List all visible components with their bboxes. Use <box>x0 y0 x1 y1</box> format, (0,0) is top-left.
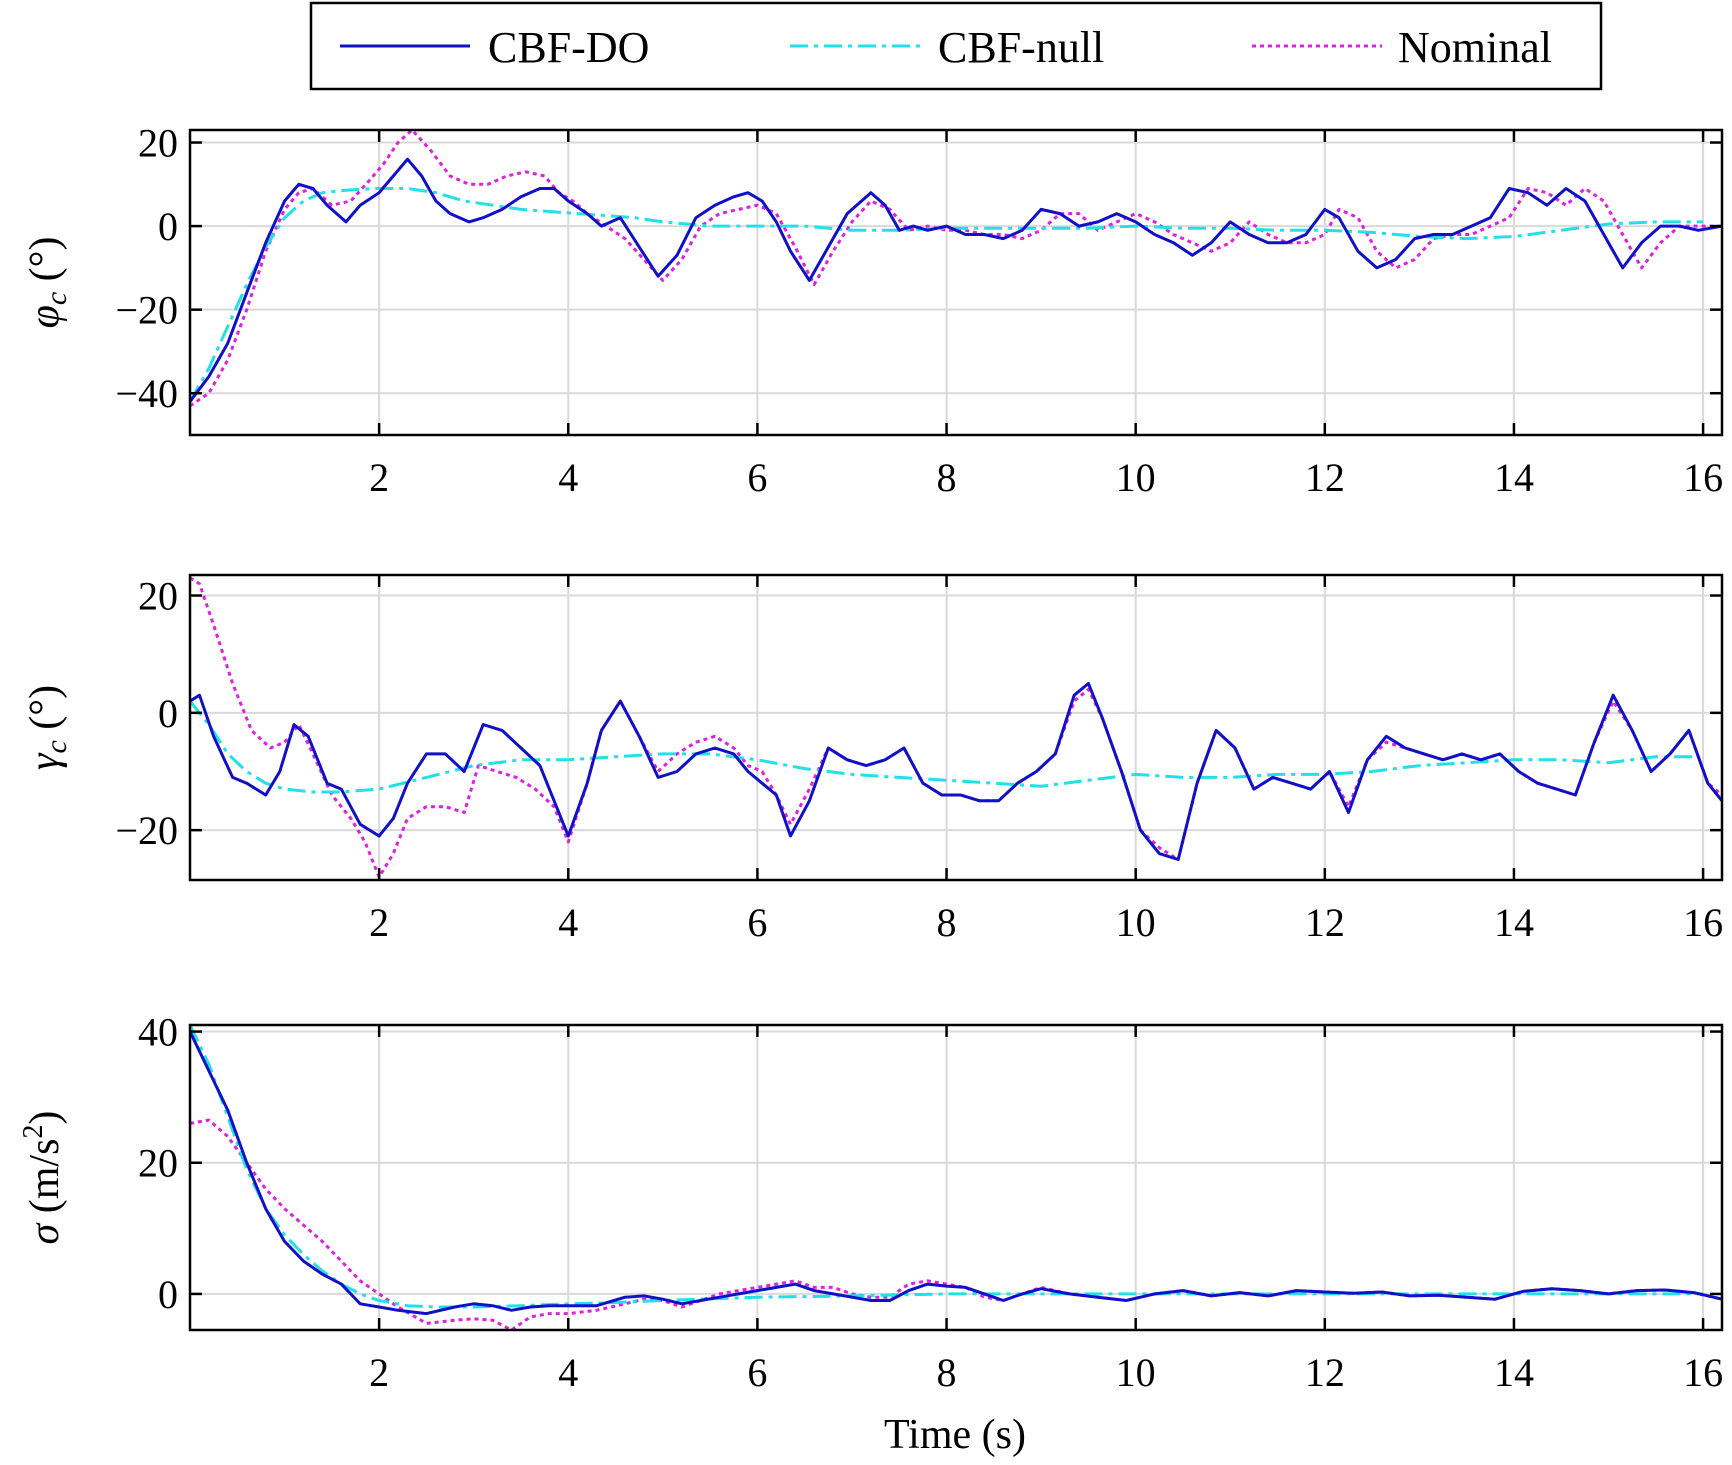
x-tick-label: 12 <box>1305 1350 1345 1395</box>
ticks: 2 4 6 8 10 12 14 16 −40 −20 0 20 <box>115 121 1723 500</box>
x-tick-label: 14 <box>1494 455 1534 500</box>
series-line-cbf-do <box>190 682 1722 861</box>
x-tick-label: 16 <box>1683 455 1723 500</box>
x-tick-label: 6 <box>747 900 767 945</box>
x-tick-label: 16 <box>1683 1350 1723 1395</box>
x-tick-label: 6 <box>747 455 767 500</box>
series-line-cbf-do <box>190 1030 1722 1316</box>
series-group <box>190 130 1722 408</box>
y-tick-label: 40 <box>138 1010 178 1055</box>
x-tick-label: 10 <box>1116 455 1156 500</box>
y-tick-label: −20 <box>115 808 178 853</box>
legend-entry-cbf-do: CBF-DO <box>340 23 649 72</box>
series-line-nominal <box>190 130 1722 408</box>
series-line-nominal <box>190 576 1722 879</box>
ticks: 2 4 6 8 10 12 14 16 0 20 40 <box>138 1010 1723 1395</box>
x-tick-label: 12 <box>1305 900 1345 945</box>
panel-3: 2 4 6 8 10 12 14 16 0 20 40 σ (m/s2) <box>18 1010 1724 1395</box>
x-tick-label: 16 <box>1683 900 1723 945</box>
series-line-cbf-null <box>190 187 1704 403</box>
series-line-cbf-do <box>190 157 1722 403</box>
legend-entry-nominal: Nominal <box>1252 23 1552 72</box>
x-tick-label: 4 <box>558 900 578 945</box>
x-tick-label: 6 <box>747 1350 767 1395</box>
legend-label-cbf-do: CBF-DO <box>488 23 649 72</box>
legend-label-cbf-null: CBF-null <box>938 23 1104 72</box>
panel-1: 2 4 6 8 10 12 14 16 −40 −20 0 20 φc (°) <box>22 121 1724 500</box>
legend-entry-cbf-null: CBF-null <box>790 23 1104 72</box>
x-tick-label: 4 <box>558 455 578 500</box>
x-tick-label: 12 <box>1305 455 1345 500</box>
grid <box>190 130 1722 435</box>
grid <box>190 575 1722 880</box>
ticks: 2 4 6 8 10 12 14 16 −20 0 20 <box>115 574 1723 945</box>
y-tick-label: 0 <box>158 204 178 249</box>
x-tick-label: 2 <box>369 455 389 500</box>
grid <box>190 1025 1722 1330</box>
x-tick-label: 10 <box>1116 1350 1156 1395</box>
x-tick-label: 8 <box>937 455 957 500</box>
x-tick-label: 4 <box>558 1350 578 1395</box>
x-axis-title: Time (s) <box>884 1412 1026 1458</box>
x-tick-label: 2 <box>369 1350 389 1395</box>
y-axis-title: σ (m/s2) <box>18 1111 68 1245</box>
y-tick-label: 0 <box>158 691 178 736</box>
plot-frame <box>188 1023 1724 1332</box>
y-tick-label: 20 <box>138 121 178 166</box>
plot-frame <box>188 128 1724 437</box>
y-axis-title: φc (°) <box>22 237 73 329</box>
legend-frame <box>309 1 1603 91</box>
y-tick-label: 0 <box>158 1272 178 1317</box>
x-tick-label: 2 <box>369 900 389 945</box>
x-tick-label: 14 <box>1494 1350 1534 1395</box>
plot-frame <box>188 573 1724 882</box>
x-tick-label: 14 <box>1494 900 1534 945</box>
panel-2: 2 4 6 8 10 12 14 16 −20 0 20 γc (°) <box>22 573 1724 945</box>
x-tick-label: 8 <box>937 1350 957 1395</box>
y-axis-title: γc (°) <box>22 685 73 770</box>
legend: CBF-DO CBF-null Nominal <box>309 1 1603 91</box>
series-group <box>190 1025 1722 1330</box>
x-tick-label: 8 <box>937 900 957 945</box>
legend-label-nominal: Nominal <box>1398 23 1552 72</box>
y-tick-label: 20 <box>138 574 178 619</box>
y-tick-label: −40 <box>115 371 178 416</box>
y-tick-label: −20 <box>115 288 178 333</box>
y-tick-label: 20 <box>138 1141 178 1186</box>
series-line-cbf-null <box>190 700 1694 794</box>
x-tick-label: 10 <box>1116 900 1156 945</box>
series-group <box>190 576 1722 879</box>
